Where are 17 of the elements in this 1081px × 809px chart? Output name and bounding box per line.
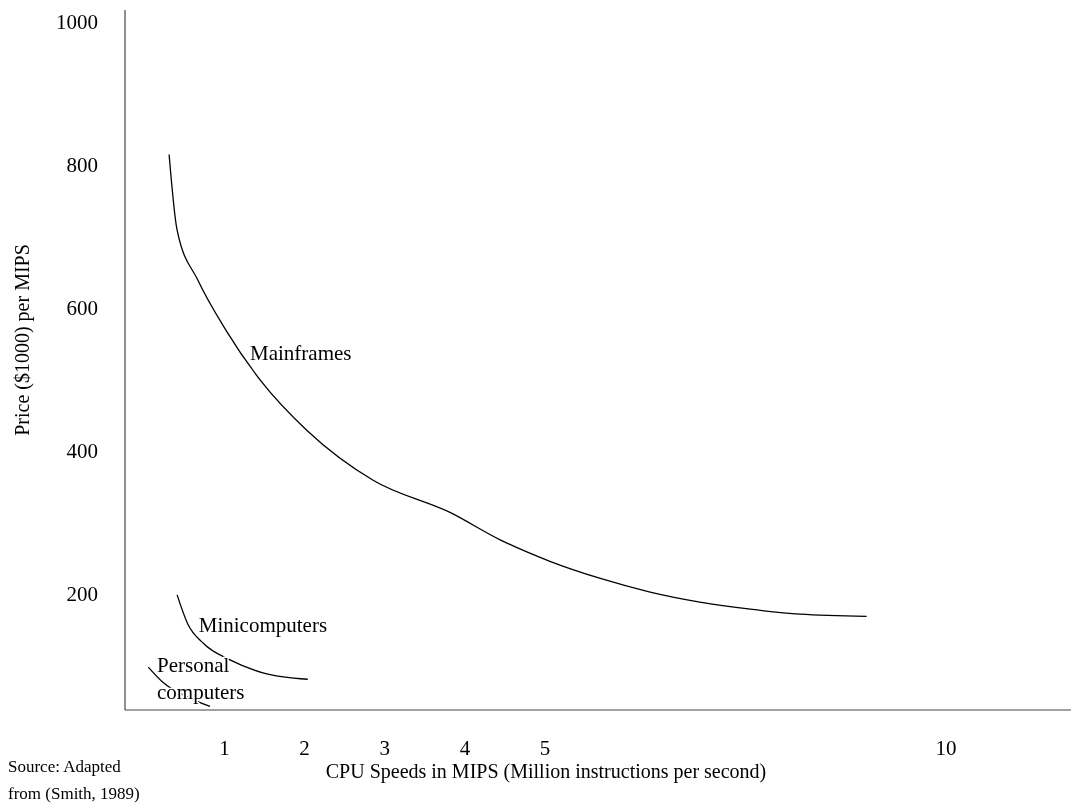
y-tick-label: 200 bbox=[66, 582, 98, 607]
x-tick-label: 3 bbox=[379, 736, 390, 760]
x-tick-label: 1 bbox=[219, 736, 230, 760]
x-tick-label: 5 bbox=[539, 736, 551, 760]
annotation: Mainframes bbox=[250, 341, 352, 366]
y-tick-label: 1000 bbox=[56, 10, 98, 35]
source-note: Source: Adapted from (Smith, 1989) bbox=[8, 757, 140, 803]
y-axis-title: Price ($1000) per MIPS bbox=[11, 244, 34, 436]
y-tick-label: 400 bbox=[66, 439, 98, 464]
x-tick-label: 2 bbox=[299, 736, 310, 760]
y-tick-label: 600 bbox=[66, 296, 98, 321]
x-axis-title: CPU Speeds in MIPS (Million instructions per second) bbox=[325, 760, 767, 783]
line-series bbox=[168, 153, 868, 617]
x-tick-label: 10 bbox=[935, 736, 957, 760]
annotation: Minicomputers bbox=[198, 613, 328, 638]
y-tick-label: 800 bbox=[66, 153, 98, 178]
x-tick-label: 4 bbox=[459, 736, 471, 760]
